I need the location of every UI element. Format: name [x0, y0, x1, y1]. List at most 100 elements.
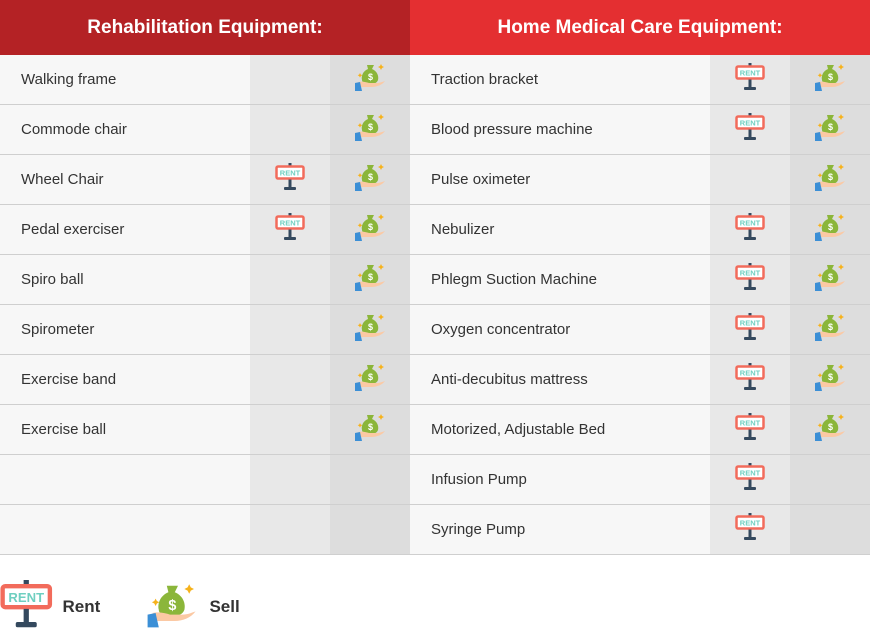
table-row: [0, 455, 410, 505]
rent-sign-icon: RENT: [735, 463, 765, 496]
item-name: Motorized, Adjustable Bed: [410, 405, 710, 454]
money-bag-hand-icon: $: [814, 212, 846, 247]
svg-text:$: $: [169, 597, 177, 613]
rent-cell: RENT: [710, 205, 790, 254]
legend-sell-label: Sell: [209, 597, 240, 616]
svg-text:RENT: RENT: [740, 319, 761, 328]
money-bag-hand-icon: $: [354, 162, 386, 197]
rent-sign-icon: RENT: [275, 163, 305, 196]
table-row: Infusion Pump RENT: [410, 455, 870, 505]
rent-cell: [250, 255, 330, 304]
item-name: Spiro ball: [0, 255, 250, 304]
svg-text:$: $: [828, 422, 833, 432]
rent-sign-icon: RENT: [735, 113, 765, 146]
sell-cell: [330, 455, 410, 504]
rent-sign-icon: RENT: [275, 213, 305, 246]
sell-cell: $: [790, 305, 870, 354]
svg-text:$: $: [828, 222, 833, 232]
sell-cell: [790, 455, 870, 504]
sell-cell: $: [790, 105, 870, 154]
table-row: Phlegm Suction Machine RENT $: [410, 255, 870, 305]
table-row: Commode chair $: [0, 105, 410, 155]
rent-cell: [710, 155, 790, 204]
svg-text:$: $: [828, 72, 833, 82]
sell-cell: $: [790, 205, 870, 254]
money-bag-hand-icon: $: [814, 312, 846, 347]
rehabilitation-header: Rehabilitation Equipment:: [0, 0, 410, 55]
item-name: Walking frame: [0, 55, 250, 104]
rent-cell: [250, 455, 330, 504]
money-bag-hand-icon: $: [814, 62, 846, 97]
rent-sign-icon: RENT: [735, 363, 765, 396]
rent-cell: [250, 305, 330, 354]
table-row: Nebulizer RENT $: [410, 205, 870, 255]
money-bag-hand-icon: $: [814, 412, 846, 447]
sell-cell: $: [330, 155, 410, 204]
sell-cell: $: [790, 55, 870, 104]
svg-text:$: $: [828, 272, 833, 282]
item-name: Oxygen concentrator: [410, 305, 710, 354]
table-row: Exercise ball $: [0, 405, 410, 455]
money-bag-hand-icon: $: [354, 212, 386, 247]
item-name: Exercise band: [0, 355, 250, 404]
rent-cell: RENT: [710, 55, 790, 104]
table-row: Motorized, Adjustable Bed RENT $: [410, 405, 870, 455]
rent-cell: RENT: [710, 305, 790, 354]
sell-cell: [330, 505, 410, 554]
sell-cell: $: [330, 305, 410, 354]
rent-cell: RENT: [250, 205, 330, 254]
table-row: [0, 505, 410, 555]
item-name: Syringe Pump: [410, 505, 710, 554]
table-row: Traction bracket RENT $: [410, 55, 870, 105]
sell-cell: $: [330, 355, 410, 404]
table-row: Walking frame $: [0, 55, 410, 105]
table-row: Pulse oximeter $: [410, 155, 870, 205]
item-name: Commode chair: [0, 105, 250, 154]
money-bag-hand-icon: $: [814, 112, 846, 147]
rent-sign-icon: RENT: [735, 313, 765, 346]
svg-text:$: $: [368, 272, 373, 282]
rent-sign-icon: RENT: [0, 580, 53, 634]
item-name: Blood pressure machine: [410, 105, 710, 154]
svg-text:RENT: RENT: [740, 269, 761, 278]
rent-cell: RENT: [710, 255, 790, 304]
sell-cell: $: [330, 55, 410, 104]
sell-cell: [790, 505, 870, 554]
money-bag-hand-icon: $: [354, 62, 386, 97]
item-name: Pulse oximeter: [410, 155, 710, 204]
sell-cell: $: [330, 405, 410, 454]
home-care-table: Home Medical Care Equipment: Traction br…: [410, 0, 870, 555]
money-bag-hand-icon: $: [354, 262, 386, 297]
sell-cell: $: [790, 405, 870, 454]
rent-cell: RENT: [250, 155, 330, 204]
money-bag-hand-icon: $: [814, 162, 846, 197]
svg-text:$: $: [368, 172, 373, 182]
svg-text:$: $: [368, 322, 373, 332]
svg-text:RENT: RENT: [740, 469, 761, 478]
svg-text:RENT: RENT: [280, 169, 301, 178]
rent-cell: RENT: [710, 355, 790, 404]
rent-cell: RENT: [710, 455, 790, 504]
item-name: Nebulizer: [410, 205, 710, 254]
rent-sign-icon: RENT: [735, 513, 765, 546]
rent-cell: RENT: [710, 405, 790, 454]
sell-cell: $: [330, 105, 410, 154]
rent-cell: [250, 505, 330, 554]
svg-text:$: $: [828, 322, 833, 332]
rehabilitation-table: Rehabilitation Equipment: Walking frame …: [0, 0, 410, 555]
item-name: Anti-decubitus mattress: [410, 355, 710, 404]
table-row: Spirometer $: [0, 305, 410, 355]
svg-text:$: $: [368, 122, 373, 132]
svg-text:RENT: RENT: [740, 69, 761, 78]
item-name: Spirometer: [0, 305, 250, 354]
sell-cell: $: [790, 355, 870, 404]
rent-cell: [250, 105, 330, 154]
item-name: Wheel Chair: [0, 155, 250, 204]
rent-cell: RENT: [710, 105, 790, 154]
table-row: Blood pressure machine RENT $: [410, 105, 870, 155]
table-row: Syringe Pump RENT: [410, 505, 870, 555]
home-care-header: Home Medical Care Equipment:: [410, 0, 870, 55]
svg-text:RENT: RENT: [740, 519, 761, 528]
money-bag-hand-icon: $: [354, 312, 386, 347]
item-name: Traction bracket: [410, 55, 710, 104]
